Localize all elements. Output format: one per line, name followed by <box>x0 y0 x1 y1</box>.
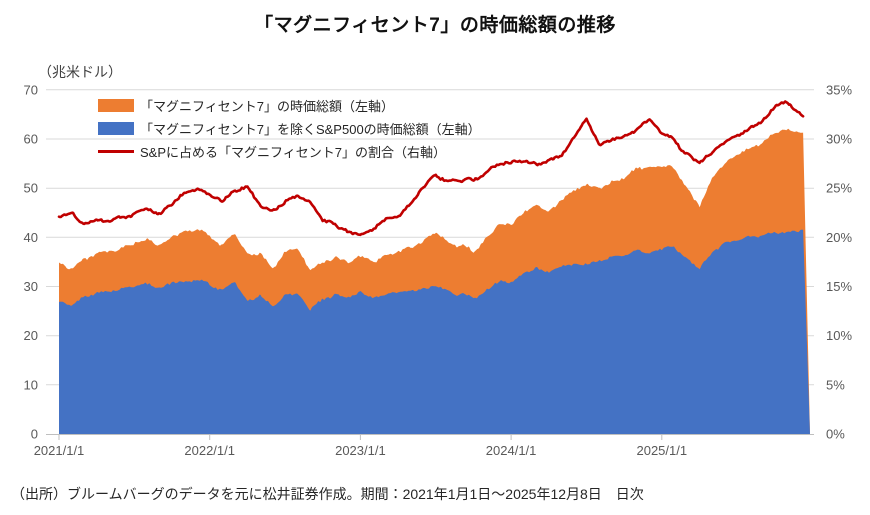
x-axis-tick-label: 2022/1/1 <box>184 443 235 458</box>
page-title: 「マグニフィセント7」の時価総額の推移 <box>254 15 616 36</box>
x-axis-tick-label: 2024/1/1 <box>486 443 537 458</box>
right-axis-tick-label: 25% <box>826 181 852 196</box>
legend-label-ex-mag7: 「マグニフィセント7」を除くS&P500の時価総額（左軸） <box>140 122 481 137</box>
ratio-line-swatch <box>98 150 134 153</box>
ex-mag7-area <box>59 229 810 434</box>
mag7-ratio-line <box>57 100 805 237</box>
x-axis-tick-label: 2023/1/1 <box>335 443 386 458</box>
ex-mag7-area-swatch <box>98 122 134 135</box>
legend-label-mag7: 「マグニフィセント7」の時価総額（左軸） <box>140 99 394 114</box>
right-axis-tick-label: 35% <box>826 82 852 97</box>
left-axis-tick-label: 60 <box>24 132 38 147</box>
left-axis-tick-label: 10 <box>24 377 38 392</box>
left-axis-tick-label: 0 <box>31 427 38 442</box>
legend-item-ex-mag7: 「マグニフィセント7」を除くS&P500の時価総額（左軸） <box>98 119 481 138</box>
legend-item-mag7: 「マグニフィセント7」の時価総額（左軸） <box>98 96 481 115</box>
left-axis-tick-label: 70 <box>24 82 38 97</box>
legend-item-ratio: S&Pに占める「マグニフィセント7」の割合（右軸） <box>98 142 481 161</box>
left-axis-tick-label: 20 <box>24 328 38 343</box>
source-note: （出所）ブルームバーグのデータを元に松井証券作成。期間：2021年1月1日～20… <box>11 486 644 502</box>
left-axis-unit-label: （兆米ドル） <box>38 62 125 84</box>
x-axis-tick-label: 2025/1/1 <box>636 443 687 458</box>
right-axis-tick-label: 30% <box>826 132 852 147</box>
legend-label-ratio: S&Pに占める「マグニフィセント7」の割合（右軸） <box>140 145 446 160</box>
legend: 「マグニフィセント7」の時価総額（左軸） 「マグニフィセント7」を除くS&P50… <box>98 96 481 161</box>
right-axis-tick-label: 0% <box>826 427 845 442</box>
right-axis-tick-label: 5% <box>826 377 845 392</box>
right-axis-tick-label: 20% <box>826 230 852 245</box>
left-axis-tick-label: 50 <box>24 181 38 196</box>
right-axis-tick-label: 10% <box>826 328 852 343</box>
left-axis-tick-label: 30 <box>24 279 38 294</box>
x-axis-tick-label: 2021/1/1 <box>34 443 85 458</box>
mag7-area-swatch <box>98 99 134 112</box>
right-axis-tick-label: 15% <box>826 279 852 294</box>
left-axis-tick-label: 40 <box>24 230 38 245</box>
